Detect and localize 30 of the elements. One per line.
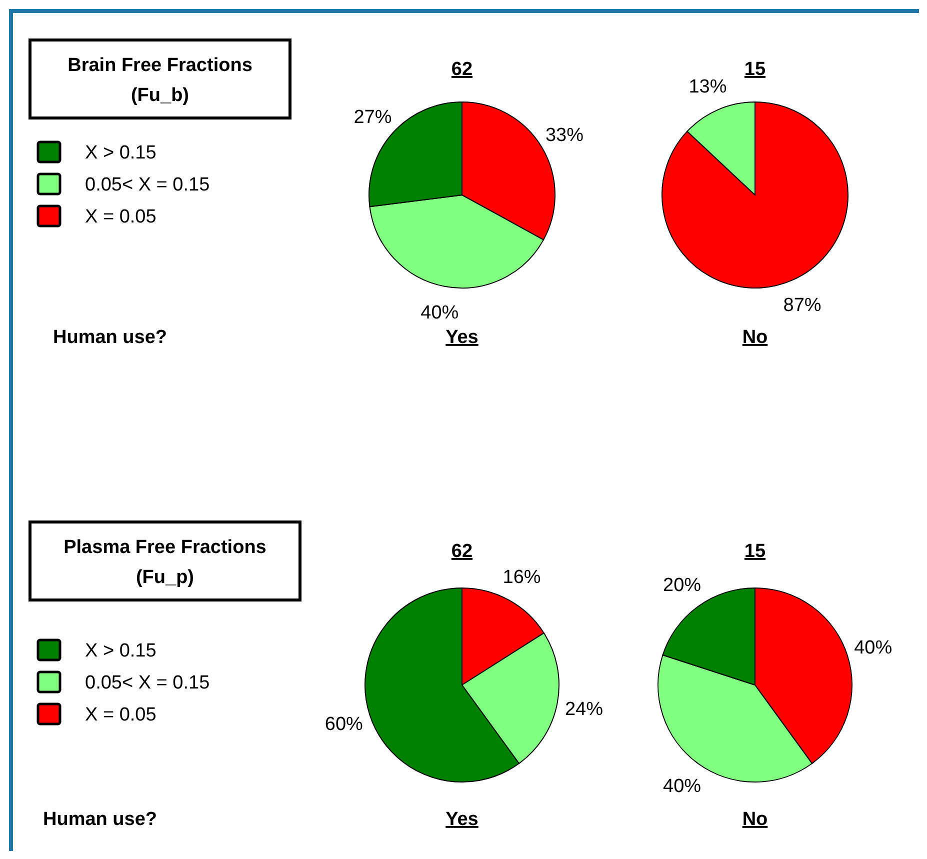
- text: Human use?: [43, 809, 158, 830]
- data-label: 40%: [420, 302, 459, 324]
- chart-title: 15: [744, 541, 766, 562]
- legend-label: X > 0.15: [85, 142, 156, 164]
- chart-title: 62: [451, 541, 473, 562]
- text: No: [742, 327, 768, 348]
- chart-title: 62: [451, 59, 473, 80]
- legend-label: X = 0.05: [85, 206, 156, 228]
- data-label: 40%: [663, 776, 702, 798]
- legend-label: X > 0.15: [85, 640, 156, 662]
- legend-label: X = 0.05: [85, 704, 156, 726]
- text: Human use?: [53, 327, 168, 348]
- data-label: 24%: [564, 698, 604, 720]
- text: No: [742, 809, 768, 830]
- data-label: 87%: [783, 294, 822, 316]
- data-label: 27%: [354, 106, 392, 128]
- legend-label: 0.05< X = 0.15: [85, 174, 210, 196]
- data-label: 13%: [688, 76, 727, 98]
- data-label: 40%: [854, 637, 892, 658]
- legend-label: 0.05< X = 0.15: [85, 672, 210, 694]
- chart-title: 15: [744, 59, 766, 80]
- data-label: 20%: [663, 575, 702, 596]
- data-label: 33%: [545, 125, 584, 146]
- text: Yes: [446, 327, 478, 348]
- legend-title: Brain Free Fractions (Fu_b): [68, 55, 252, 106]
- pie-slice: [662, 102, 848, 288]
- legend-title: Plasma Free Fractions (Fu_p): [64, 537, 266, 588]
- text: Yes: [446, 809, 478, 830]
- data-label: 16%: [502, 566, 541, 588]
- data-label: 60%: [324, 714, 364, 736]
